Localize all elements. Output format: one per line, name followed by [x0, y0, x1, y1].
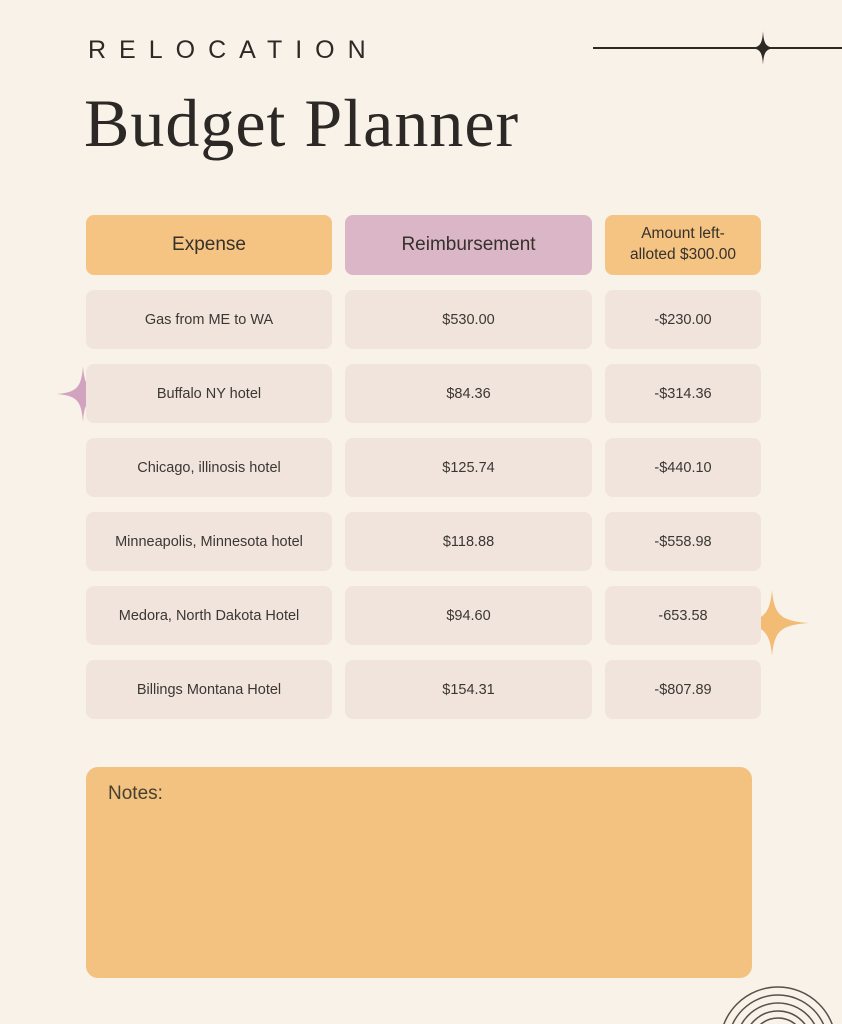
decorative-rule [593, 47, 842, 49]
sparkle-icon [57, 366, 109, 422]
header-expense: Expense [86, 215, 332, 275]
amount-left-cell: -$807.89 [605, 660, 761, 719]
amount-left-cell: -$314.36 [605, 364, 761, 423]
reimbursement-cell: $125.74 [345, 438, 592, 497]
header-amount-left-line1: Amount left- [641, 225, 725, 243]
reimbursement-cell: $118.88 [345, 512, 592, 571]
notes-label: Notes: [108, 783, 163, 804]
expense-cell: Minneapolis, Minnesota hotel [86, 512, 332, 571]
sparkle-icon [751, 31, 775, 65]
eyebrow-relocation: RELOCATION [88, 36, 379, 64]
header-reimbursement: Reimbursement [345, 215, 592, 275]
expense-cell: Gas from ME to WA [86, 290, 332, 349]
header-amount-left: Amount left- alloted $300.00 [605, 215, 761, 275]
header-amount-left-line2: alloted $300.00 [629, 246, 736, 263]
amount-left-cell: -$558.98 [605, 512, 761, 571]
reimbursement-cell: $84.36 [345, 364, 592, 423]
amount-left-cell: -$230.00 [605, 290, 761, 349]
expense-cell: Medora, North Dakota Hotel [86, 586, 332, 645]
reimbursement-cell: $94.60 [345, 586, 592, 645]
expense-cell: Chicago, illinosis hotel [86, 438, 332, 497]
expense-cell: Buffalo NY hotel [86, 364, 332, 423]
notes-box: Notes: [86, 767, 752, 978]
sparkle-icon [735, 590, 809, 656]
amount-left-cell: -$440.10 [605, 438, 761, 497]
concentric-circles-icon [698, 975, 842, 1024]
page-title: Budget Planner [84, 85, 520, 161]
amount-left-cell: -653.58 [605, 586, 761, 645]
expense-cell: Billings Montana Hotel [86, 660, 332, 719]
budget-table: Expense Reimbursement Amount left- allot… [86, 215, 761, 719]
reimbursement-cell: $530.00 [345, 290, 592, 349]
reimbursement-cell: $154.31 [345, 660, 592, 719]
